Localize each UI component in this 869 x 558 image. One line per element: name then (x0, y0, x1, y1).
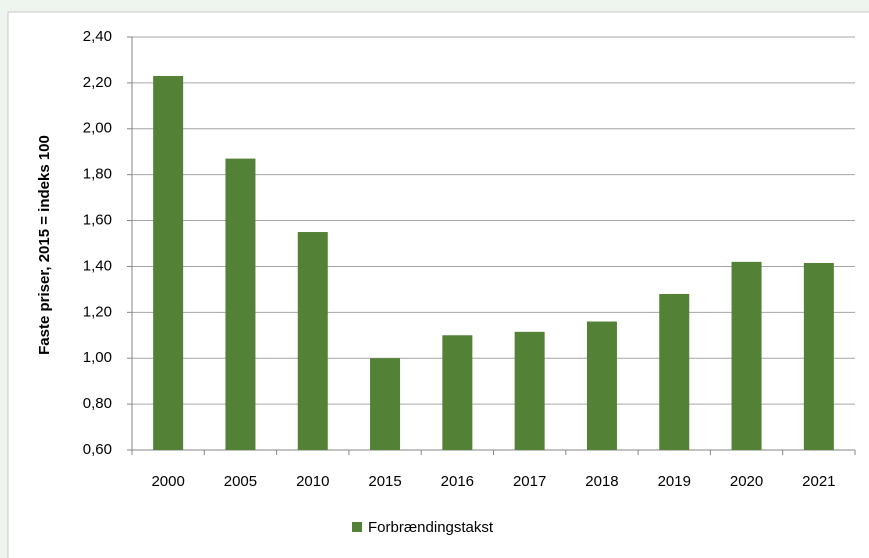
y-tick-label: 1,20 (83, 303, 112, 320)
x-tick-label: 2005 (224, 473, 257, 490)
x-tick-label: 2021 (802, 473, 835, 490)
x-tick-label: 2020 (730, 473, 763, 490)
y-tick-label: 1,80 (83, 166, 112, 183)
y-tick-label: 1,40 (83, 257, 112, 274)
bar (225, 158, 256, 450)
bar (803, 263, 834, 450)
bar (153, 76, 184, 450)
y-tick-label: 0,60 (83, 441, 112, 458)
chart-panel (7, 11, 869, 558)
y-tick-label: 0,80 (83, 395, 112, 412)
bar (370, 358, 401, 450)
x-tick-label: 2019 (658, 473, 691, 490)
y-axis-label: Faste priser, 2015 = indeks 100 (36, 135, 53, 355)
bar (297, 232, 328, 450)
x-tick-label: 2018 (585, 473, 618, 490)
y-tick-label: 1,60 (83, 212, 112, 229)
x-tick-label: 2016 (441, 473, 474, 490)
x-tick-label: 2000 (151, 473, 184, 490)
bar (731, 261, 762, 450)
x-tick-label: 2017 (513, 473, 546, 490)
bar (659, 293, 690, 450)
bar (586, 321, 617, 450)
legend-label: Forbrændingstakst (368, 519, 494, 536)
bar (514, 331, 545, 450)
bar (442, 335, 473, 450)
y-tick-label: 2,40 (83, 28, 112, 45)
y-tick-label: 2,00 (83, 120, 112, 137)
legend-swatch (352, 522, 362, 532)
x-tick-label: 2015 (368, 473, 401, 490)
x-tick-label: 2010 (296, 473, 329, 490)
y-tick-label: 1,00 (83, 349, 112, 366)
y-tick-label: 2,20 (83, 74, 112, 91)
